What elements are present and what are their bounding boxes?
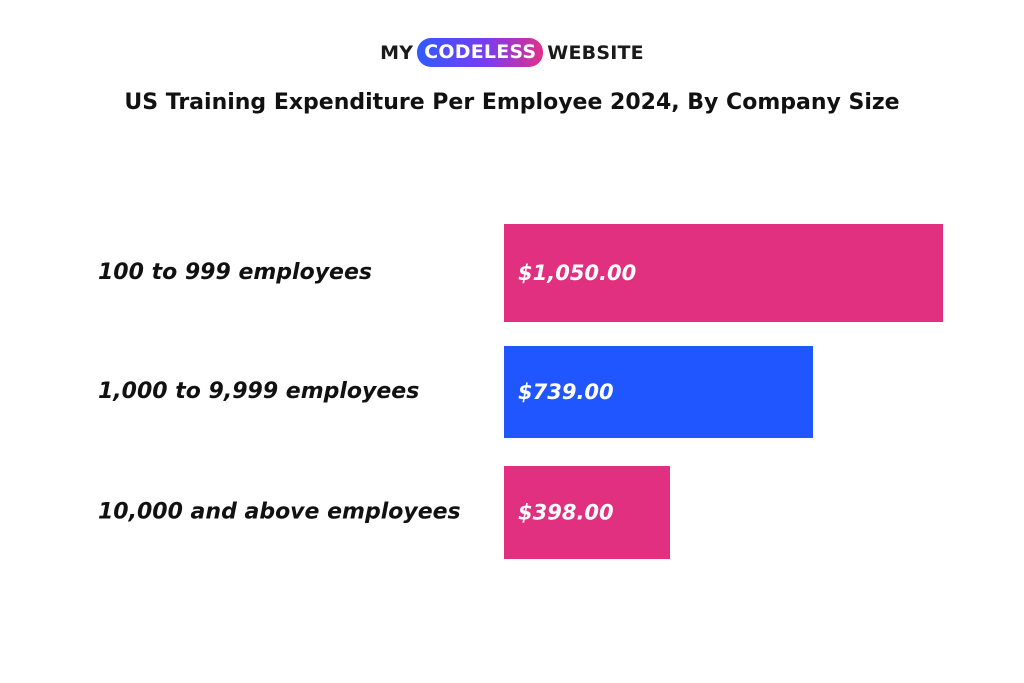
bar-2 [504, 346, 813, 438]
value-label-1: $1,050.00 [518, 261, 636, 285]
category-label-2: 1,000 to 9,999 employees [98, 379, 419, 404]
brand-logo: MY CODELESS WEBSITE [0, 38, 1024, 67]
value-label-3: $398.00 [518, 501, 614, 525]
logo-text-right: WEBSITE [547, 41, 644, 64]
chart-title: US Training Expenditure Per Employee 202… [124, 90, 900, 115]
logo-text-highlight: CODELESS [417, 38, 544, 67]
bar-3 [504, 466, 670, 559]
category-label-1: 100 to 999 employees [98, 260, 372, 285]
category-label-3: 10,000 and above employees [98, 500, 461, 525]
logo-text-left: MY [380, 41, 414, 64]
value-label-2: $739.00 [518, 380, 614, 404]
bar-1 [504, 224, 943, 322]
